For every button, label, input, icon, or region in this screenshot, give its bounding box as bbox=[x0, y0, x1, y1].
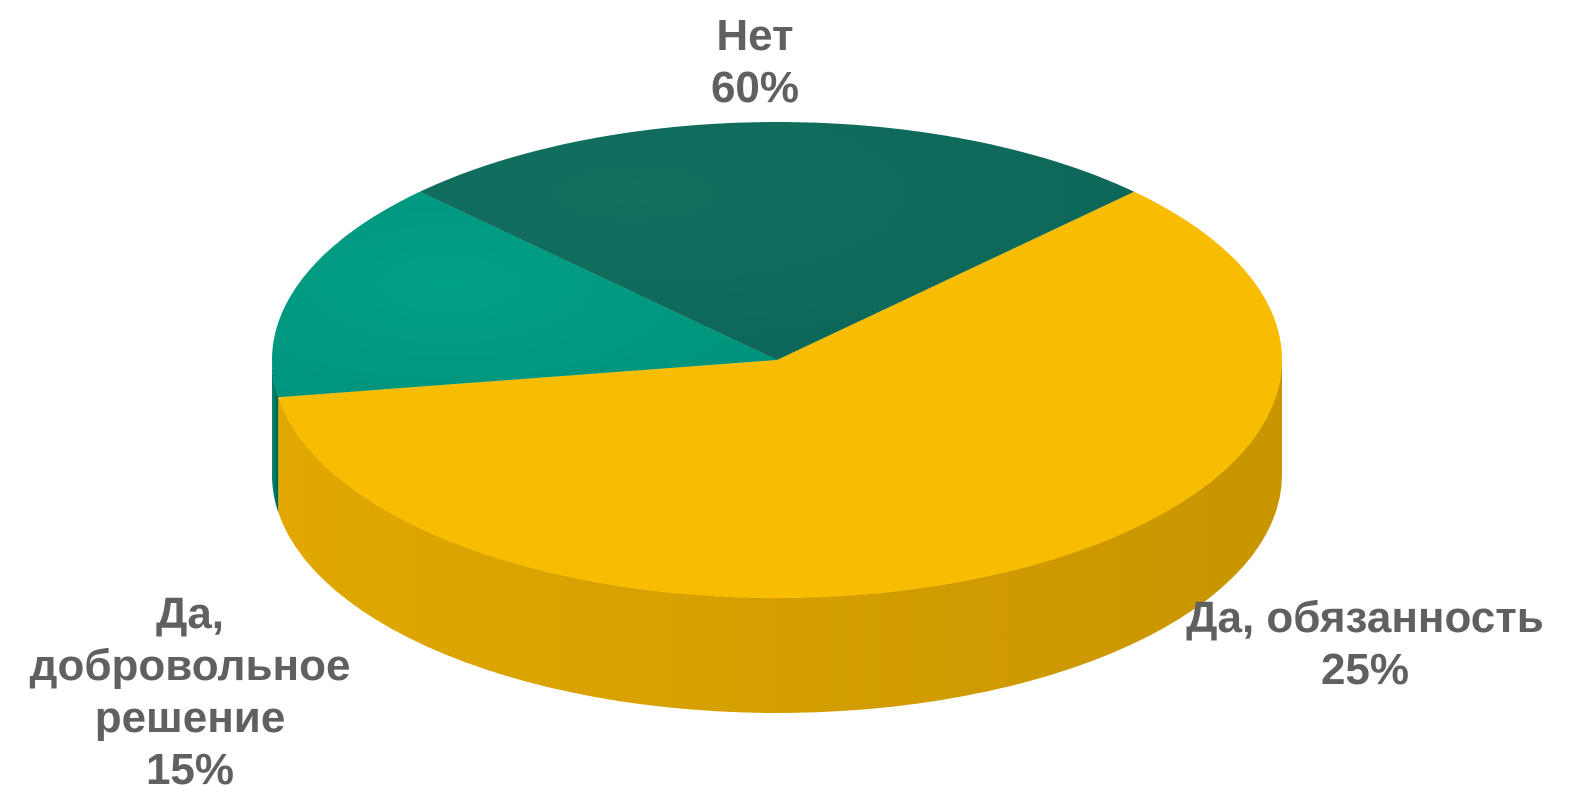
pie-sides bbox=[272, 360, 1283, 713]
pie-slice-да-обязанность bbox=[419, 122, 1135, 360]
slice-label-obligation: Да, обязанность 25% bbox=[1160, 592, 1570, 696]
pie-side-да-добровольное-решение bbox=[272, 360, 279, 513]
pie-tops bbox=[272, 122, 1282, 598]
pie-slice-нет bbox=[278, 191, 1282, 598]
slice-name-voluntary-line2: добровольное bbox=[29, 641, 351, 690]
pie-side-нет bbox=[278, 360, 1283, 713]
slice-label-net: Нет 60% bbox=[655, 10, 855, 114]
slice-value-obligation: 25% bbox=[1320, 645, 1410, 694]
slice-label-voluntary: Да, добровольное решение 15% bbox=[0, 588, 380, 796]
slice-name-voluntary-line1: Да, bbox=[155, 589, 225, 638]
slice-name-net: Нет bbox=[716, 11, 794, 60]
slice-value-voluntary: 15% bbox=[145, 745, 235, 794]
slice-name-voluntary-line3: решение bbox=[94, 693, 286, 742]
slice-value-net: 60% bbox=[710, 63, 800, 112]
slice-name-obligation: Да, обязанность bbox=[1186, 593, 1544, 642]
pie-slice-да-добровольное-решение bbox=[272, 191, 777, 398]
